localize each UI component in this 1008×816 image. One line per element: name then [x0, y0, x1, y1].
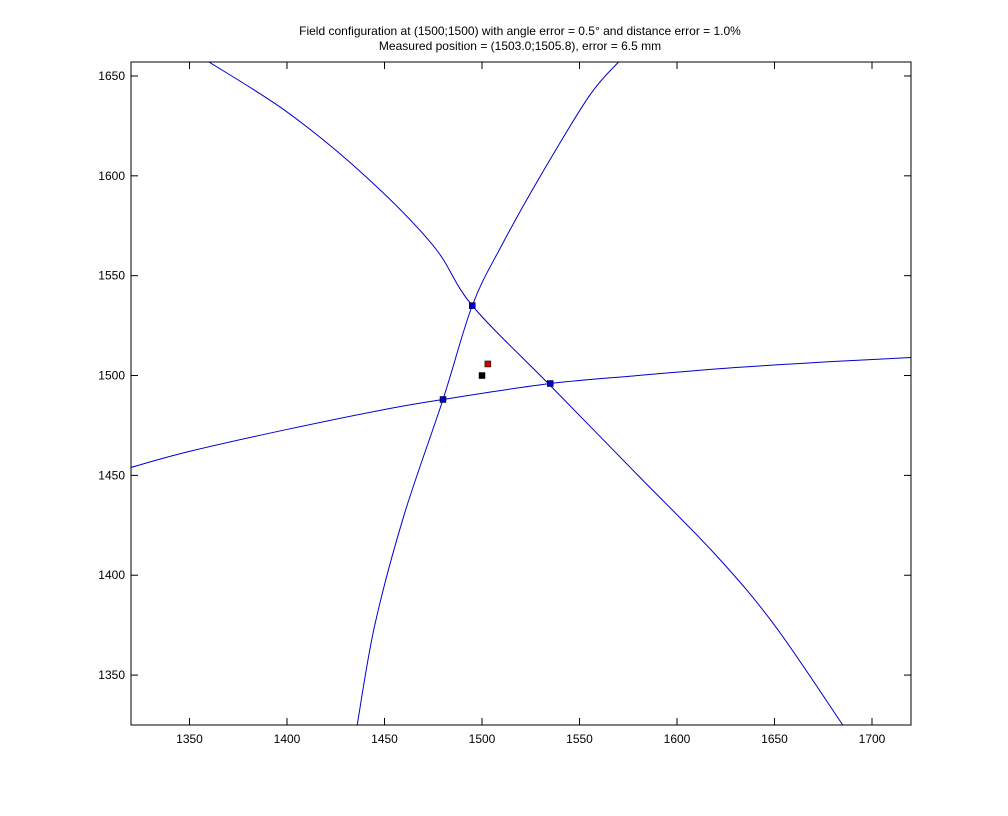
marker-3: [547, 380, 554, 387]
marker-1: [469, 302, 476, 309]
marker-4: [478, 372, 486, 379]
x-tick-label: 1550: [566, 732, 593, 746]
marker-5: [484, 360, 492, 368]
x-tick-label: 1500: [469, 732, 496, 746]
chart-subtitle: Measured position = (1503.0;1505.8), err…: [379, 39, 661, 53]
curve-2: [131, 357, 911, 468]
chart-title: Field configuration at (1500;1500) with …: [299, 24, 741, 38]
x-tick-label: 1650: [761, 732, 788, 746]
y-tick-label: 1550: [98, 269, 125, 283]
y-tick-label: 1500: [98, 369, 125, 383]
curve-3: [356, 62, 619, 725]
marker-2: [439, 396, 447, 403]
axes-box: [130, 61, 912, 726]
plot-area: 1350 1400 1450 1500 1550 1600 1650 1700 1350 1400…: [98, 61, 912, 746]
y-tick-label: 1450: [98, 468, 125, 482]
y-tick-label: 1600: [98, 169, 125, 183]
x-tick-label: 1600: [664, 732, 691, 746]
x-tick-label: 1350: [176, 732, 203, 746]
x-tick-label: 1700: [859, 732, 886, 746]
x-tick-label: 1450: [371, 732, 398, 746]
y-tick-label: 1350: [98, 668, 125, 682]
y-tick-label: 1400: [98, 568, 125, 582]
y-tick-label: 1650: [98, 69, 125, 83]
curve-1: [208, 62, 844, 725]
x-tick-label: 1400: [274, 732, 301, 746]
